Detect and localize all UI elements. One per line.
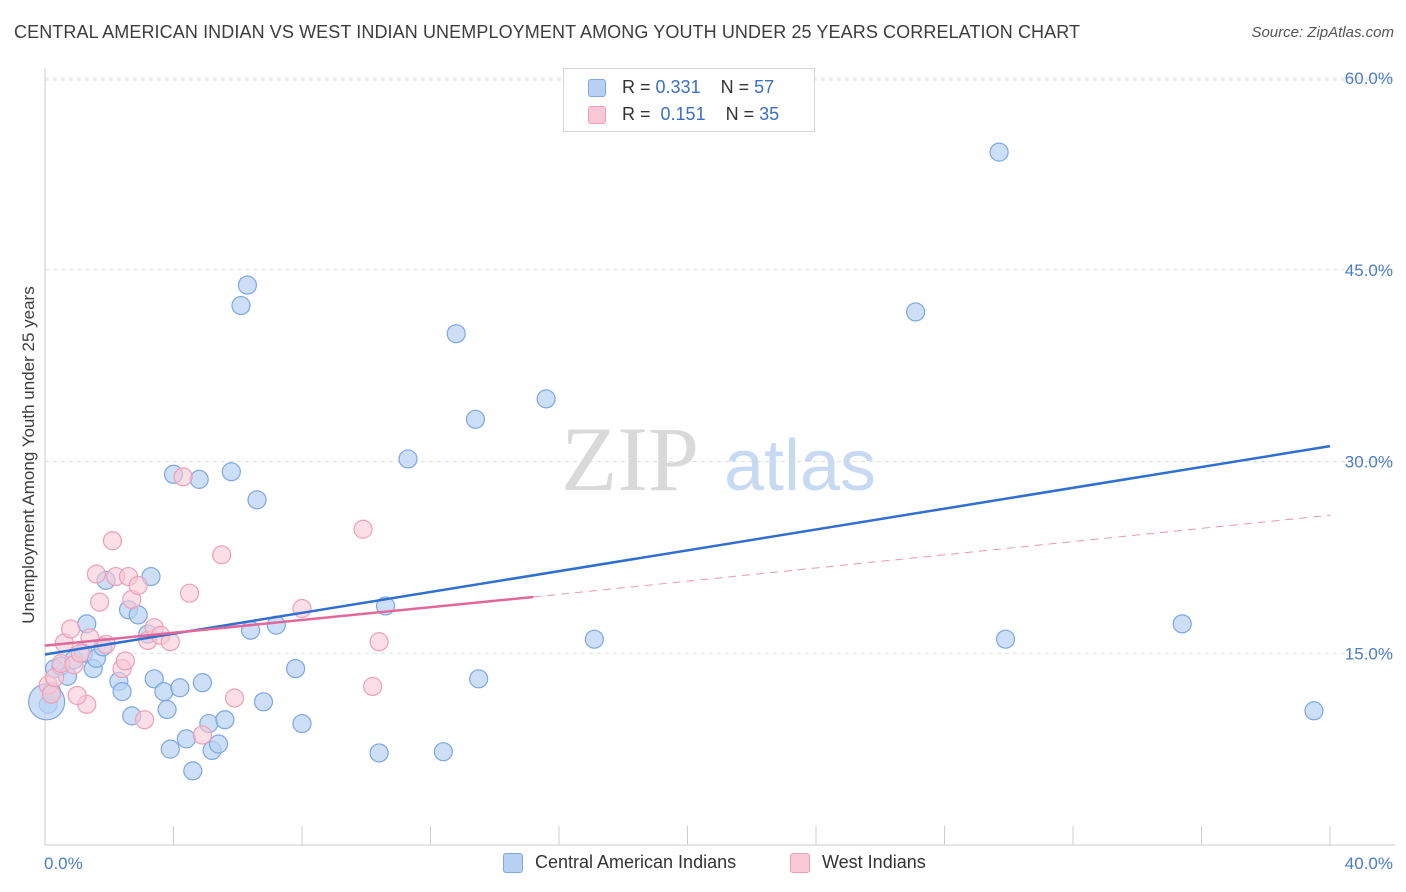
point-central-american-indians [465, 409, 486, 429]
point-central-american-indians [221, 462, 241, 482]
trend-line-west-indians [533, 514, 1331, 598]
point-central-american-indians [247, 490, 267, 510]
watermark: ZIP atlas [561, 408, 876, 510]
trend-line-central-american-indians [44, 444, 1331, 656]
legend-swatch-blue [588, 79, 606, 97]
point-central-american-indians [192, 673, 213, 693]
point-central-american-indians [176, 729, 196, 749]
point-west-indians [369, 632, 389, 652]
point-west-indians [80, 628, 100, 648]
legend-blue-r: 0.331 [655, 77, 701, 97]
point-central-american-indians [536, 389, 556, 409]
point-central-american-indians [433, 742, 453, 762]
point-central-american-indians [989, 142, 1009, 162]
point-central-american-indians [369, 743, 389, 763]
y-axis-title: Unemployment Among Youth under 25 years [19, 286, 38, 623]
bottom-legend-swatch-blue [503, 853, 523, 873]
point-central-american-indians [157, 699, 177, 720]
point-central-american-indians [1304, 701, 1324, 721]
correlation-legend: R = 0.331 N = 57 R = 0.151 N = 35 [563, 68, 815, 132]
x-tick-label: 0.0% [44, 854, 83, 873]
point-west-indians [224, 688, 245, 708]
gridlines [45, 77, 1395, 654]
watermark-atlas: atlas [724, 426, 876, 506]
point-central-american-indians [160, 739, 180, 759]
point-west-indians [67, 685, 87, 706]
bottom-legend-label-blue: Central American Indians [535, 852, 737, 872]
y-tick-label: 15.0% [1345, 644, 1393, 663]
point-central-american-indians [170, 678, 190, 698]
point-central-american-indians [231, 295, 251, 316]
legend-r-label: R = [622, 104, 651, 124]
point-central-american-indians [189, 469, 209, 489]
point-central-american-indians [285, 658, 306, 679]
point-west-indians [134, 710, 155, 730]
legend-n-label: N = [720, 77, 750, 97]
point-central-american-indians [1172, 614, 1192, 634]
point-central-american-indians [398, 449, 418, 469]
point-west-indians [90, 592, 110, 612]
legend-swatch-pink [588, 106, 606, 124]
bottom-legend-label-pink: West Indians [822, 852, 926, 872]
source-label: Source: ZipAtlas.com [1251, 24, 1394, 41]
point-central-american-indians [208, 734, 229, 754]
watermark-zip: ZIP [561, 408, 699, 510]
point-west-indians [353, 519, 373, 539]
point-west-indians [212, 545, 232, 565]
point-central-american-indians [112, 681, 132, 702]
trend-line-west-indians [44, 595, 534, 647]
tick-labels: 15.0% 30.0% 45.0% 60.0% 0.0% 40.0% [44, 69, 1393, 873]
y-tick-label: 30.0% [1345, 453, 1393, 472]
legend-n-label: N = [725, 104, 755, 124]
point-central-american-indians [905, 302, 926, 322]
point-west-indians [102, 531, 123, 551]
point-west-indians [128, 575, 148, 596]
point-central-american-indians [183, 761, 203, 781]
point-central-american-indians [584, 629, 604, 649]
y-tick-label: 45.0% [1345, 261, 1393, 280]
legend-pink-r: 0.151 [660, 104, 706, 124]
chart-title: CENTRAL AMERICAN INDIAN VS WEST INDIAN U… [14, 22, 1081, 42]
point-west-indians [192, 725, 213, 745]
point-central-american-indians [154, 681, 174, 702]
point-west-indians [41, 684, 62, 704]
axes [44, 68, 1395, 846]
point-central-american-indians [292, 713, 312, 734]
point-west-indians [86, 564, 107, 584]
point-west-indians [115, 651, 135, 671]
bottom-legend-swatch-pink [790, 853, 810, 873]
point-west-indians [363, 676, 383, 697]
point-central-american-indians [237, 275, 257, 295]
point-central-american-indians [995, 629, 1016, 649]
point-west-indians [173, 467, 193, 487]
legend-blue-n: 57 [754, 77, 775, 97]
point-central-american-indians [253, 692, 274, 712]
x-tick-label: 40.0% [1345, 854, 1393, 873]
legend-r-label: R = [622, 77, 651, 97]
trend-lines [44, 444, 1331, 656]
point-central-american-indians [446, 324, 466, 344]
point-central-american-indians [215, 710, 235, 730]
y-tick-label: 60.0% [1345, 69, 1393, 88]
point-central-american-indians [144, 669, 164, 689]
legend-pink-n: 35 [759, 104, 780, 124]
point-central-american-indians [469, 669, 489, 689]
series-west-indians [38, 467, 389, 745]
point-west-indians [179, 583, 200, 603]
point-west-indians [61, 619, 81, 639]
